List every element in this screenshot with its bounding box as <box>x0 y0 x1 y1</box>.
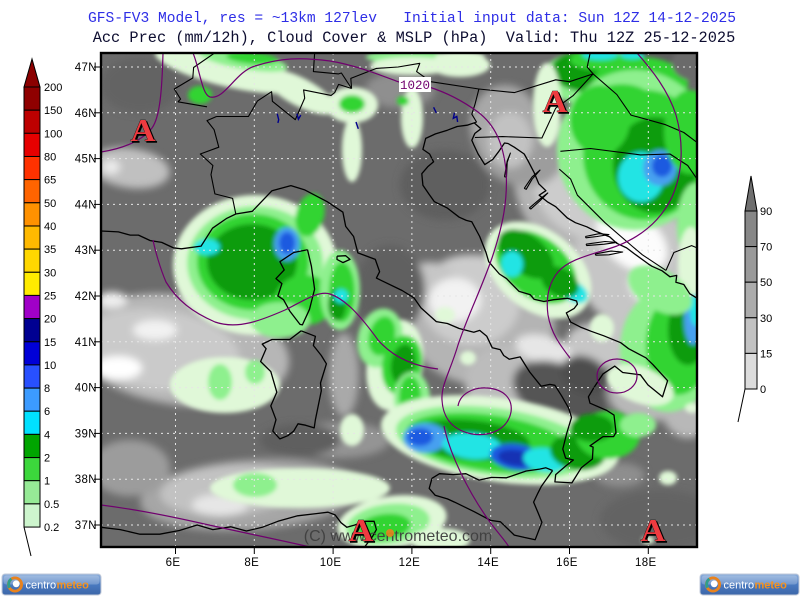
svg-text:8E: 8E <box>244 557 259 569</box>
svg-text:46N: 46N <box>75 108 97 120</box>
svg-text:35: 35 <box>44 244 56 256</box>
svg-text:(C) www.centrometeo.com: (C) www.centrometeo.com <box>304 528 493 545</box>
svg-text:20: 20 <box>44 314 56 326</box>
svg-text:centro: centro <box>26 580 57 592</box>
svg-text:10: 10 <box>44 360 56 372</box>
svg-text:37N: 37N <box>75 520 97 532</box>
svg-text:4: 4 <box>44 429 50 441</box>
svg-text:A: A <box>349 512 374 548</box>
svg-text:meteo: meteo <box>755 580 788 592</box>
svg-text:80: 80 <box>44 152 56 164</box>
svg-text:10E: 10E <box>320 557 342 569</box>
svg-text:30: 30 <box>44 267 56 279</box>
svg-text:8: 8 <box>44 383 50 395</box>
svg-text:41N: 41N <box>75 337 97 349</box>
svg-text:30: 30 <box>760 313 772 325</box>
svg-text:6: 6 <box>44 406 50 418</box>
svg-text:90: 90 <box>760 206 772 218</box>
svg-text:42N: 42N <box>75 291 97 303</box>
svg-text:15: 15 <box>44 337 56 349</box>
svg-text:43N: 43N <box>75 245 97 257</box>
svg-text:40N: 40N <box>75 383 97 395</box>
svg-text:44N: 44N <box>75 199 97 211</box>
svg-text:100: 100 <box>44 128 62 140</box>
svg-text:70: 70 <box>760 242 772 254</box>
svg-text:6E: 6E <box>166 557 181 569</box>
svg-text:0: 0 <box>760 384 766 396</box>
svg-text:2: 2 <box>44 453 50 465</box>
svg-text:15: 15 <box>760 348 772 360</box>
svg-text:16E: 16E <box>556 557 578 569</box>
svg-text:45N: 45N <box>75 154 97 166</box>
svg-text:A: A <box>543 83 568 119</box>
svg-text:18E: 18E <box>635 557 657 569</box>
svg-text:1020: 1020 <box>400 79 430 93</box>
svg-text:12E: 12E <box>399 557 421 569</box>
svg-text:0.5: 0.5 <box>44 499 59 511</box>
svg-text:centro: centro <box>724 580 755 592</box>
svg-text:38N: 38N <box>75 474 97 486</box>
svg-text:40: 40 <box>44 221 56 233</box>
svg-text:50: 50 <box>44 198 56 210</box>
svg-text:meteo: meteo <box>57 580 90 592</box>
svg-text:200: 200 <box>44 82 62 94</box>
svg-text:A: A <box>131 112 156 148</box>
svg-text:A: A <box>641 512 666 548</box>
svg-text:14E: 14E <box>477 557 499 569</box>
svg-text:39N: 39N <box>75 428 97 440</box>
svg-text:50: 50 <box>760 277 772 289</box>
svg-text:65: 65 <box>44 175 56 187</box>
svg-text:1: 1 <box>44 476 50 488</box>
svg-text:0.2: 0.2 <box>44 522 59 534</box>
svg-text:150: 150 <box>44 105 62 117</box>
svg-text:25: 25 <box>44 290 56 302</box>
svg-text:47N: 47N <box>75 62 97 74</box>
